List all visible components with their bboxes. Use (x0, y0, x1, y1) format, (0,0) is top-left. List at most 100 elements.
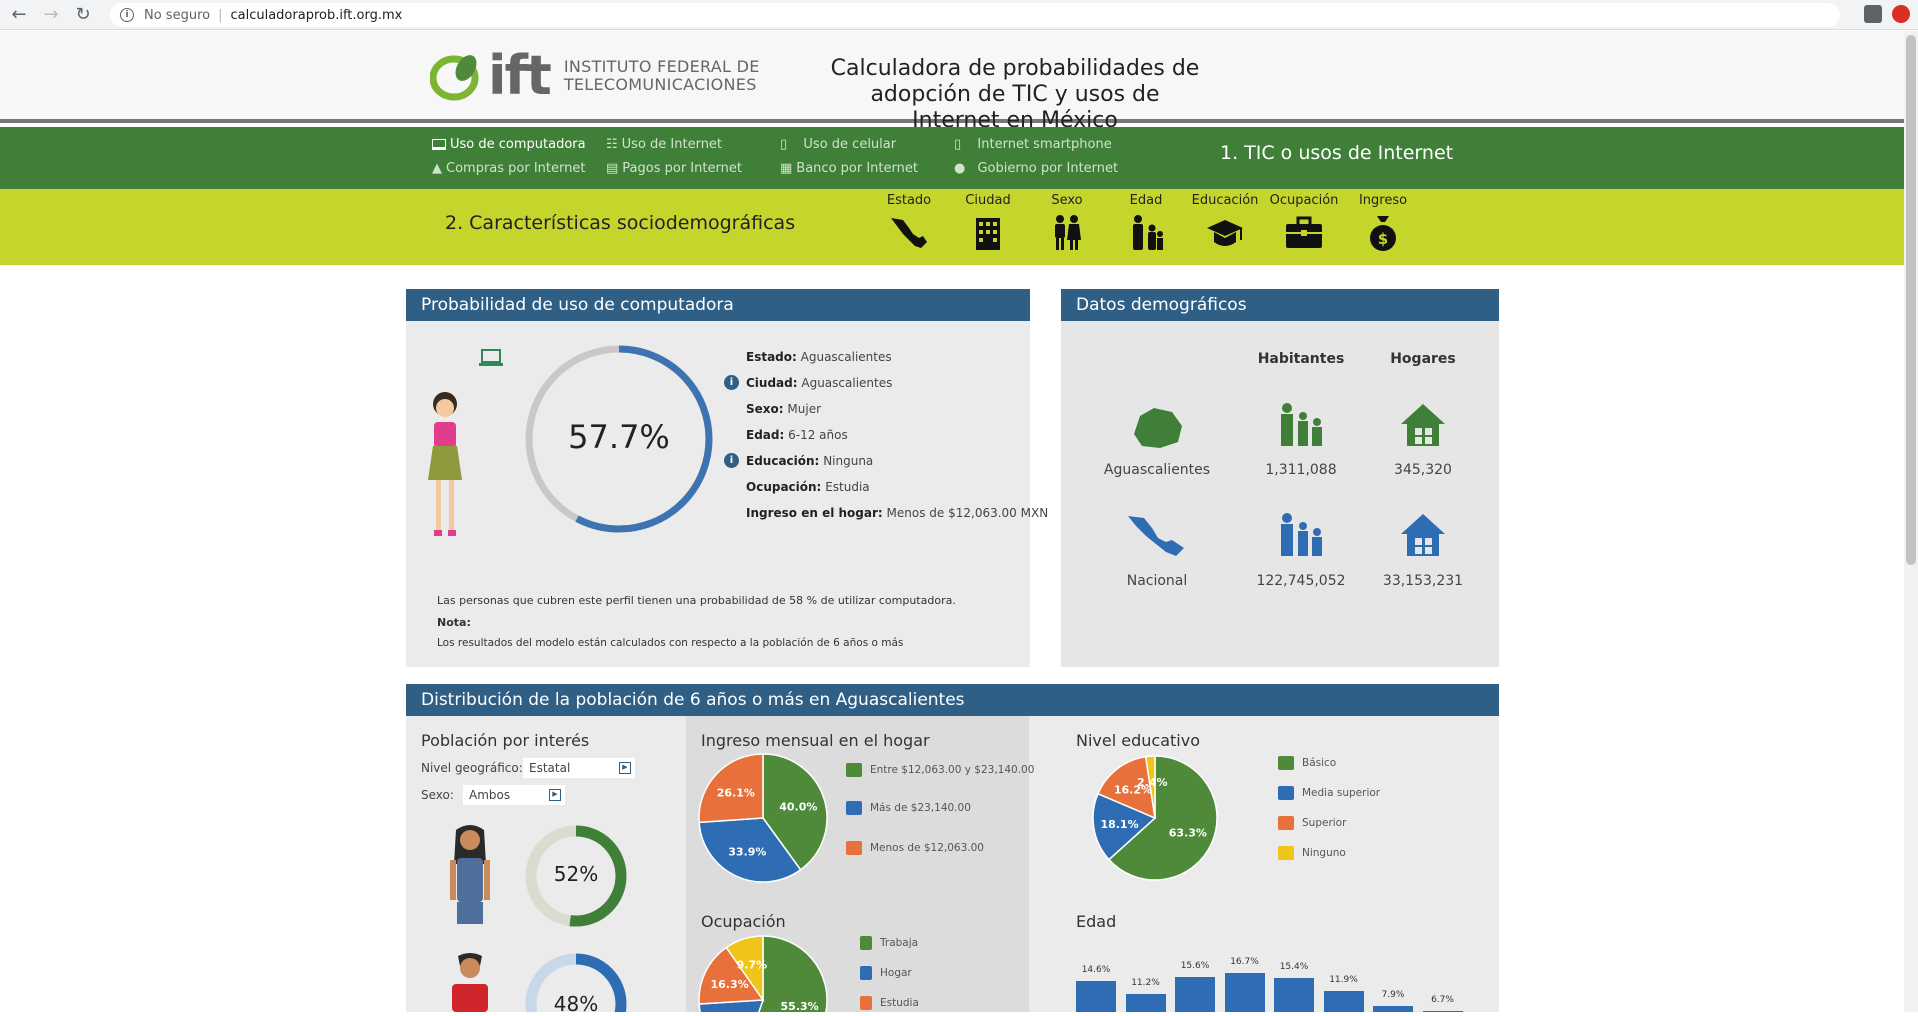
legend-item: Básico (1278, 756, 1336, 770)
national-hogares: 33,153,231 (1382, 573, 1464, 589)
category-label: Ciudad (965, 193, 1011, 208)
hogares-header: Hogares (1390, 351, 1456, 367)
age-bar-label: 6.7% (1431, 995, 1454, 1005)
address-bar[interactable]: i No seguro | calculadoraprob.ift.org.mx (110, 3, 1840, 27)
occupation-slice[interactable] (698, 946, 765, 1005)
sex-select[interactable]: Ambos ▶ (463, 785, 565, 805)
extension-icon[interactable] (1892, 5, 1910, 23)
tab-label: Pagos por Internet (622, 161, 742, 176)
tab-label: Compras por Internet (446, 161, 586, 176)
category-ciudad[interactable]: Ciudad (950, 193, 1026, 256)
woman-figure (450, 825, 490, 924)
couple-icon (1055, 215, 1081, 250)
income-slice[interactable] (698, 817, 802, 883)
occupation-slice[interactable] (698, 999, 765, 1012)
education-slice[interactable] (1092, 792, 1157, 861)
note-label: Nota: (437, 616, 471, 629)
education-slice-label: 2.4% (1137, 776, 1168, 789)
education-slice[interactable] (1096, 755, 1156, 820)
scrollbar-thumb[interactable] (1906, 35, 1916, 565)
tab-pagos-internet[interactable]: ▤ Pagos por Internet (606, 161, 742, 176)
legend-item: Menos de $12,063.00 (846, 841, 984, 855)
age-bar[interactable] (1125, 993, 1166, 1012)
tab-uso-computadora[interactable]: Uso de computadora (432, 137, 586, 152)
back-icon[interactable]: ← (11, 4, 27, 25)
girl-figure (428, 392, 462, 536)
book-icon (1278, 846, 1294, 860)
info-icon[interactable]: i (724, 453, 739, 468)
geo-level-select[interactable]: Estatal ▶ (523, 758, 635, 778)
forward-icon[interactable]: → (43, 4, 59, 25)
tic-nav (0, 127, 1904, 189)
info-icon[interactable]: i (724, 375, 739, 390)
age-bar[interactable] (1076, 980, 1116, 1012)
tab-banco-internet[interactable]: ▦ Banco por Internet (780, 161, 918, 176)
category-sexo[interactable]: Sexo (1029, 193, 1105, 256)
person-icon: ● (954, 161, 966, 176)
phone-icon: ▯ (780, 137, 788, 152)
reload-icon[interactable]: ↻ (75, 4, 91, 25)
age-title: Edad (1076, 912, 1117, 931)
category-edad[interactable]: Edad (1108, 193, 1184, 256)
category-estado[interactable]: Estado (871, 193, 947, 256)
legend-item: Estudia (860, 996, 919, 1010)
man-figure (452, 953, 488, 1012)
age-bar[interactable] (1224, 973, 1265, 1012)
education-slice[interactable] (1144, 755, 1156, 819)
occupation-slice[interactable] (742, 935, 828, 1012)
tab-uso-internet[interactable]: ☷ Uso de Internet (606, 137, 722, 152)
probability-value: 57.7% (568, 418, 670, 456)
extension-icon[interactable] (1864, 5, 1882, 23)
graduation-cap-icon (1207, 220, 1243, 246)
page-scrollbar[interactable] (1904, 31, 1918, 1012)
category-ingreso[interactable]: Ingreso $ (1345, 193, 1421, 256)
age-bar-label: 16.7% (1230, 957, 1259, 967)
age-bar-label: 15.4% (1279, 961, 1309, 972)
age-bar[interactable] (1274, 977, 1314, 1012)
probability-panel-title: Probabilidad de uso de computadora (406, 289, 1030, 321)
age-bar[interactable] (1373, 1006, 1413, 1012)
page-title: Calculadora de probabilidades de adopció… (780, 56, 1250, 134)
profile-educacion: Educación: Ninguna (746, 454, 874, 468)
coins-icon (846, 841, 862, 855)
legend-item: Ninguno (1278, 846, 1346, 860)
category-educacion[interactable]: Educación (1187, 193, 1263, 256)
education-slice[interactable] (1107, 755, 1218, 881)
income-pie-chart: 40.0% 33.9% 26.1% (698, 753, 828, 883)
ift-logo-icon (430, 55, 479, 101)
state-hogares: 345,320 (1394, 462, 1452, 478)
profile-estado: Estado: Aguascalientes (746, 350, 892, 364)
income-slice-label: 33.9% (728, 846, 766, 859)
ift-logo[interactable]: ift INSTITUTO FEDERAL DE TELECOMUNICACIO… (430, 48, 760, 104)
income-slice[interactable] (762, 753, 828, 871)
tab-gobierno-internet[interactable]: ● Gobierno por Internet (954, 161, 1118, 176)
money-icon: ▤ (606, 161, 619, 176)
tab-compras-internet[interactable]: ▲ Compras por Internet (432, 161, 585, 176)
school-icon (1278, 816, 1294, 830)
category-ocupacion[interactable]: Ocupación (1266, 193, 1342, 256)
svg-text:$: $ (1378, 230, 1388, 248)
title-line: Calculadora de probabilidades de adopció… (830, 56, 1200, 107)
house-icon (1401, 514, 1445, 556)
occupation-pie-chart: 55.3%18.7%16.3%9.7% (698, 935, 828, 1012)
tab-label: Internet smartphone (977, 137, 1112, 152)
age-bar-label: 11.9% (1329, 975, 1358, 986)
tab-uso-celular[interactable]: ▯ Uso de celular (780, 137, 896, 152)
category-label: Estado (886, 193, 932, 208)
profile-edad: Edad: 6-12 años (746, 428, 848, 442)
occupation-slice-label: 55.3% (781, 1000, 819, 1012)
info-icon[interactable]: i (120, 8, 134, 22)
state-map-icon (1134, 408, 1182, 448)
tab-internet-smartphone[interactable]: ▯ Internet smartphone (954, 137, 1112, 152)
occupation-slice[interactable] (725, 935, 764, 1003)
cart-icon: ▲ (432, 161, 442, 176)
education-panel (1029, 716, 1499, 1012)
age-bar[interactable] (1175, 977, 1215, 1012)
habitantes-header: Habitantes (1257, 351, 1345, 367)
income-slice[interactable] (698, 753, 764, 824)
women-ring (525, 825, 627, 927)
select-value: Ambos (469, 788, 511, 802)
education-title: Nivel educativo (1076, 731, 1200, 750)
state-name: Aguascalientes (1103, 462, 1211, 478)
age-bar[interactable] (1323, 991, 1364, 1012)
